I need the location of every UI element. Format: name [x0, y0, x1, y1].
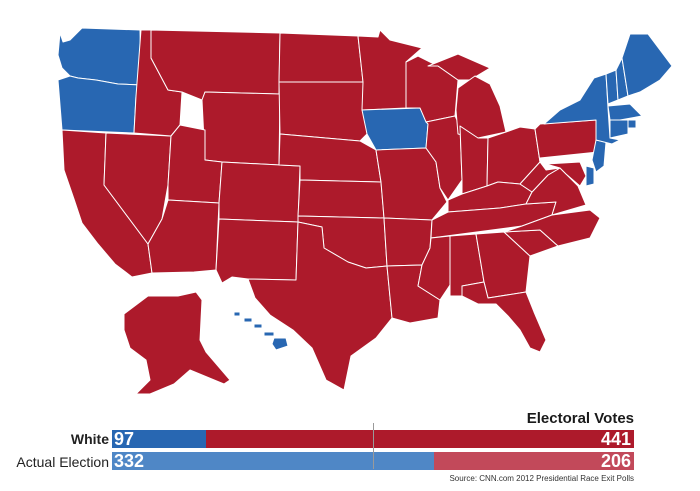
state-oregon [57, 75, 142, 134]
bar-actual-dem-value: 332 [114, 451, 145, 471]
bar-white-dem-value: 97 [114, 429, 135, 449]
state-south-dakota [278, 81, 368, 142]
state-hawaii-part-1 [233, 311, 241, 317]
state-iowa [361, 107, 429, 151]
source-note: Source: CNN.com 2012 Presidential Race E… [449, 474, 634, 483]
state-connecticut [609, 119, 629, 139]
state-alaska [123, 291, 231, 395]
state-hawaii-part-5 [271, 337, 289, 351]
bar-actual-election: 332 206 [112, 451, 634, 471]
state-colorado [218, 161, 301, 223]
state-pennsylvania [534, 119, 599, 163]
legend-title: Electoral Votes [526, 410, 634, 427]
state-north-dakota [278, 32, 364, 83]
bar-white-dem-segment [112, 430, 206, 448]
state-florida [461, 281, 547, 353]
bar-white-rep-segment [206, 430, 634, 448]
state-texas [247, 221, 393, 391]
bar-actual-rep-segment [434, 452, 634, 470]
state-montana [150, 29, 281, 101]
state-maine [621, 33, 673, 97]
state-maryland [545, 161, 587, 187]
state-new-york [543, 73, 621, 145]
state-hawaii-part-3 [253, 323, 263, 329]
state-hawaii-part-2 [243, 317, 253, 323]
bar-actual-rep-value: 206 [600, 451, 631, 471]
bar-white: 97 441 [112, 429, 634, 449]
row-label-white: White [70, 431, 109, 447]
bar-white-rep-value: 441 [600, 429, 631, 449]
state-hawaii-part-4 [263, 331, 275, 337]
state-delaware [585, 165, 595, 187]
state-north-carolina [503, 209, 601, 247]
state-wyoming [201, 91, 281, 166]
row-label-actual-election: Actual Election [16, 454, 109, 470]
bar-actual-dem-segment [112, 452, 434, 470]
majority-line [373, 423, 374, 469]
state-massachusetts [607, 103, 643, 121]
state-kansas [297, 179, 385, 219]
us-electoral-map [57, 27, 673, 395]
state-rhode-island [627, 119, 637, 129]
state-new-mexico [215, 218, 299, 284]
